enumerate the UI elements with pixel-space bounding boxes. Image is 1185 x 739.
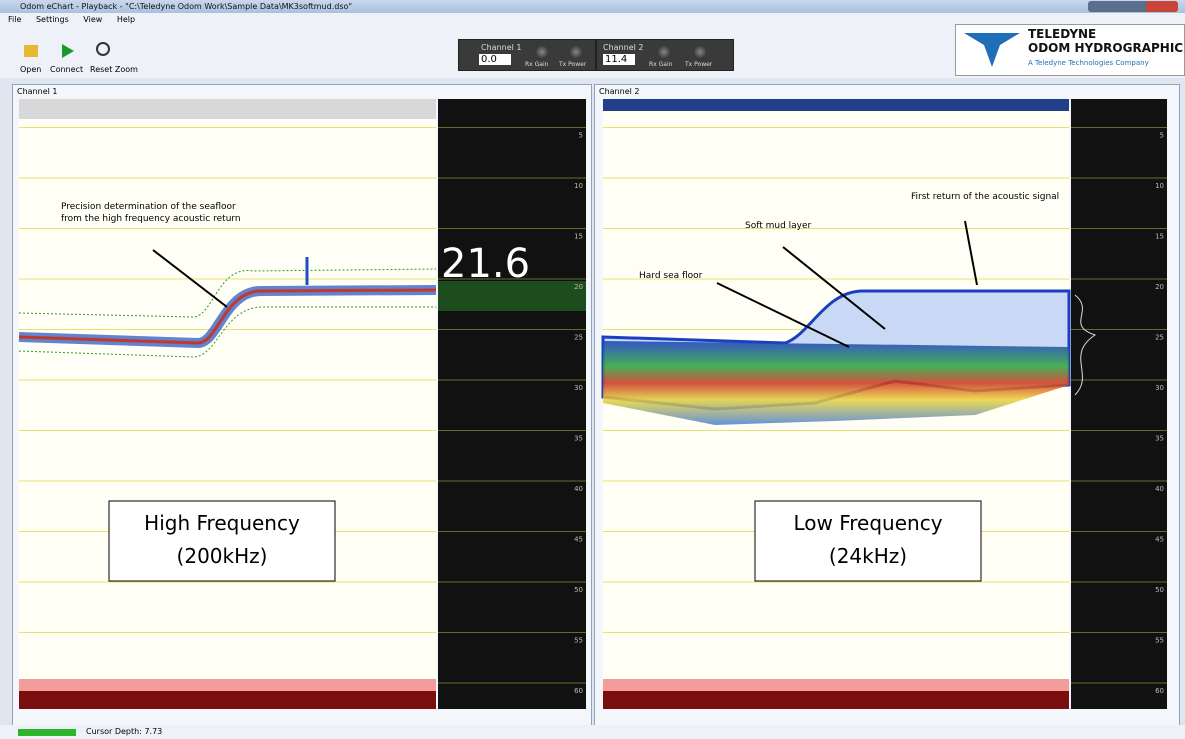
close-button[interactable] — [1146, 1, 1178, 12]
depth-tick-label: 20 — [574, 283, 583, 291]
knob-label: Tx Power — [559, 61, 586, 68]
label-box-text: (24kHz) — [829, 544, 907, 568]
knob[interactable] — [569, 45, 583, 59]
depth-column — [438, 99, 586, 709]
depth-tick-label: 35 — [1155, 435, 1164, 443]
label-box-text: High Frequency — [144, 511, 300, 535]
depth-tick-label: 5 — [579, 132, 583, 140]
knob-label: Tx Power — [685, 61, 712, 68]
echogram: 5 10 15 20 25 30 35 40 45 50 55 60 Low Frequency (2… — [595, 85, 1179, 725]
echogram: 5 10 15 20 25 30 35 40 45 50 55 60 High Frequency (… — [13, 85, 591, 725]
annotation: First return of the acoustic signal — [911, 191, 1061, 203]
depth-tick-label: 50 — [574, 586, 583, 594]
toolbar-button[interactable]: Connect — [50, 65, 83, 74]
logo-tagline: A Teledyne Technologies Company — [1028, 59, 1149, 67]
bottom-band — [603, 691, 1069, 709]
depth-tick-label: 40 — [1155, 485, 1164, 493]
depth-tick-label: 60 — [574, 687, 583, 695]
channel-label: Channel 2 — [603, 43, 643, 52]
window-title: Odom eChart - Playback - "C:\Teledyne Od… — [20, 2, 352, 11]
menu-item[interactable]: View — [83, 15, 102, 24]
logo: TELEDYNE ODOM HYDROGRAPHIC A Teledyne Te… — [955, 24, 1185, 76]
depth-tick-label: 55 — [1155, 637, 1164, 645]
annotation: Soft mud layer — [745, 221, 811, 231]
open-icon — [24, 45, 38, 57]
depth-tick-label: 15 — [1155, 233, 1164, 241]
knob-label: Rx Gain — [525, 61, 548, 68]
bottom-band — [19, 679, 436, 691]
cursor-depth: Cursor Depth: 7.73 — [86, 725, 162, 739]
depth-tick-label: 25 — [1155, 334, 1164, 342]
depth-tick-label: 55 — [574, 637, 583, 645]
connect-icon — [62, 44, 74, 58]
channel-value[interactable]: 11.4 — [603, 54, 635, 65]
depth-tick-label: 15 — [574, 233, 583, 241]
depth-tick-label: 50 — [1155, 586, 1164, 594]
depth-tick-label: 10 — [1155, 182, 1164, 190]
toolbar-button[interactable]: Open — [20, 65, 41, 74]
label-box-text: (200kHz) — [177, 544, 268, 568]
depth-tick-label: 5 — [1160, 132, 1164, 140]
toolbar-button[interactable]: Reset Zoom — [90, 65, 138, 74]
depth-tick-label: 20 — [1155, 283, 1164, 291]
channel-control: Channel 1 0.0 Rx Gain Tx Power — [458, 39, 596, 71]
app-window: Odom eChart - Playback - "C:\Teledyne Od… — [0, 0, 1185, 739]
depth-readout: 21.6 — [441, 241, 530, 287]
bottom-band — [19, 691, 436, 709]
annotation: Precision determination of the seafloor … — [61, 201, 241, 225]
depth-column — [1071, 99, 1167, 709]
zoom-icon — [96, 42, 110, 56]
depth-tick-label: 10 — [574, 182, 583, 190]
channel-label: Channel 1 — [481, 43, 521, 52]
knob-label: Rx Gain — [649, 61, 672, 68]
logo-shape — [964, 33, 1020, 67]
knob[interactable] — [657, 45, 671, 59]
depth-tick-label: 30 — [1155, 384, 1164, 392]
menu-item[interactable]: Help — [117, 15, 135, 24]
title-bar: Odom eChart - Playback - "C:\Teledyne Od… — [0, 0, 1185, 13]
annotation: Hard sea floor — [639, 271, 702, 281]
progress-bar — [18, 729, 76, 736]
echogram-header — [19, 99, 436, 119]
logo-division: ODOM HYDROGRAPHIC — [1028, 41, 1183, 55]
menu-item[interactable]: File — [8, 15, 21, 24]
logo-mark — [962, 29, 1022, 69]
echogram-background — [19, 99, 436, 709]
depth-tick-label: 35 — [574, 435, 583, 443]
logo-name: TELEDYNE — [1028, 27, 1096, 41]
knob[interactable] — [693, 45, 707, 59]
bottom-band — [603, 679, 1069, 691]
depth-tick-label: 60 — [1155, 687, 1164, 695]
depth-tick-label: 45 — [574, 536, 583, 544]
depth-tick-label: 30 — [574, 384, 583, 392]
channel-control: Channel 2 11.4 Rx Gain Tx Power — [596, 39, 734, 71]
channel-value[interactable]: 0.0 — [479, 54, 511, 65]
depth-tick-label: 25 — [574, 334, 583, 342]
surface-band — [603, 99, 1069, 111]
menu-item[interactable]: Settings — [36, 15, 69, 24]
depth-tick-label: 45 — [1155, 536, 1164, 544]
depth-tick-label: 40 — [574, 485, 583, 493]
knob[interactable] — [535, 45, 549, 59]
page: Odom eChart { "window": {"title": "Odom … — [0, 0, 1185, 739]
label-box-text: Low Frequency — [793, 511, 942, 535]
status-bar: Cursor Depth: 7.73 — [0, 725, 1185, 739]
